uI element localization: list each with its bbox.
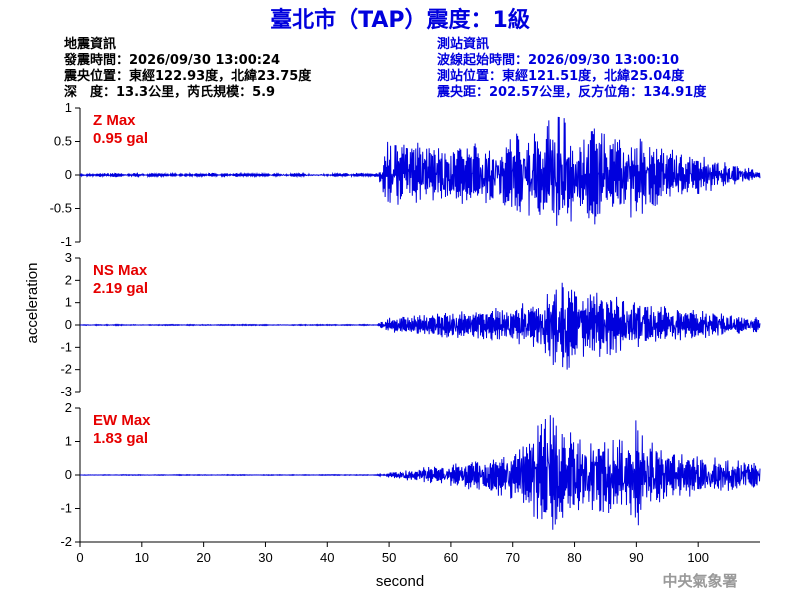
credit-text: 中央氣象署 <box>662 572 737 590</box>
epicentral-distance: 震央距：202.57公里，反方位角：134.91度 <box>436 84 707 100</box>
max-label: EW Max <box>93 412 151 429</box>
y-tick-label: -3 <box>60 384 72 399</box>
wave-start-time: 波線起始時間：2026/09/30 13:00:10 <box>437 52 679 68</box>
y-tick-label: -2 <box>60 534 72 549</box>
max-label: NS Max <box>93 262 148 279</box>
x-tick-label: 60 <box>444 550 458 565</box>
x-tick-label: 40 <box>320 550 334 565</box>
x-tick-label: 50 <box>382 550 396 565</box>
waveform-ew <box>79 415 761 530</box>
y-tick-label: 2 <box>65 272 72 287</box>
max-value: 0.95 gal <box>93 130 148 147</box>
epicenter-location: 震央位置：東經122.93度，北緯23.75度 <box>63 68 312 84</box>
page-title: 臺北市（TAP）震度：1級 <box>270 7 530 33</box>
x-tick-label: 100 <box>687 550 709 565</box>
x-tick-label: 70 <box>505 550 519 565</box>
y-tick-label: -2 <box>60 362 72 377</box>
y-tick-label: 3 <box>65 250 72 265</box>
y-tick-label: -0.5 <box>50 201 72 216</box>
x-tick-label: 0 <box>76 550 83 565</box>
y-tick-label: 0 <box>65 167 72 182</box>
y-tick-label: 1 <box>65 100 72 115</box>
x-tick-label: 90 <box>629 550 643 565</box>
y-tick-label: -1 <box>60 339 72 354</box>
max-label: Z Max <box>93 112 136 129</box>
station-info-heading: 測站資訊 <box>437 36 489 52</box>
x-tick-label: 30 <box>258 550 272 565</box>
max-value: 2.19 gal <box>93 280 148 297</box>
max-value: 1.83 gal <box>93 430 148 447</box>
y-tick-label: 1 <box>65 295 72 310</box>
y-tick-label: 2 <box>65 400 72 415</box>
y-tick-label: 0.5 <box>54 134 72 149</box>
earthquake-info-heading: 地震資訊 <box>64 36 116 52</box>
y-axis-label: acceleration <box>24 263 41 344</box>
y-tick-label: -1 <box>60 501 72 516</box>
x-tick-label: 20 <box>196 550 210 565</box>
waveform-ns <box>79 282 761 370</box>
depth-magnitude: 深 度：13.3公里，芮氏規模：5.9 <box>64 84 275 100</box>
x-axis-label: second <box>376 573 424 590</box>
y-tick-label: 0 <box>65 467 72 482</box>
x-tick-label: 80 <box>567 550 581 565</box>
waveform-z <box>79 116 761 226</box>
x-tick-label: 10 <box>135 550 149 565</box>
y-tick-label: 0 <box>65 317 72 332</box>
origin-time: 發震時間：2026/09/30 13:00:24 <box>63 52 280 68</box>
earthquake-info: 地震資訊 發震時間：2026/09/30 13:00:24 震央位置：東經122… <box>63 36 312 100</box>
station-info: 測站資訊 波線起始時間：2026/09/30 13:00:10 測站位置：東經1… <box>436 36 707 100</box>
y-tick-label: 1 <box>65 434 72 449</box>
station-location: 測站位置：東經121.51度，北緯25.04度 <box>437 68 685 84</box>
y-tick-label: -1 <box>60 234 72 249</box>
